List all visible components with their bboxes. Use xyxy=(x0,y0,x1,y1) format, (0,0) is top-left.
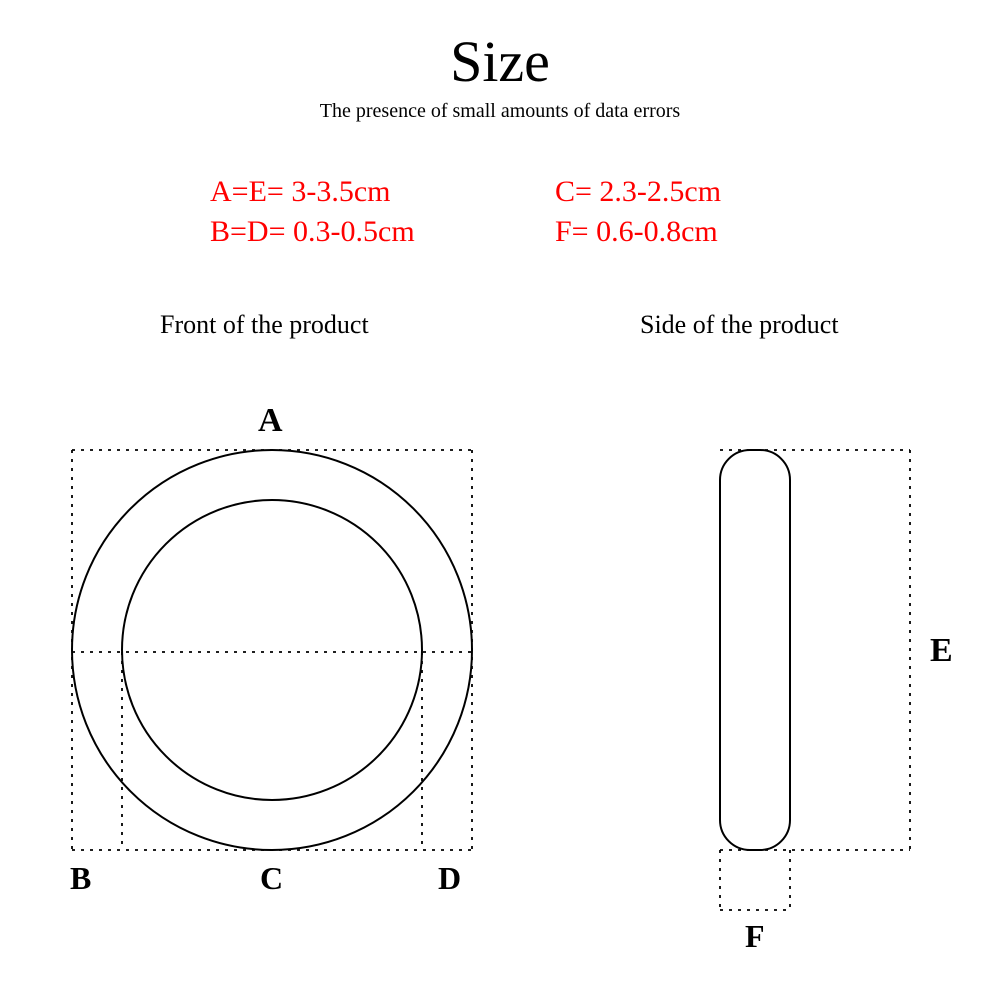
size-diagram-page: Size The presence of small amounts of da… xyxy=(0,0,1000,1000)
dim-label-c: C xyxy=(260,860,283,897)
dim-label-a: A xyxy=(258,402,283,440)
dimension-diagram-svg xyxy=(0,0,1000,1000)
dim-label-d: D xyxy=(438,860,461,897)
dim-label-f: F xyxy=(745,918,765,955)
front-inner-circle xyxy=(122,500,422,800)
front-outer-circle xyxy=(72,450,472,850)
dim-label-e: E xyxy=(930,632,953,670)
side-capsule xyxy=(720,450,790,850)
dim-label-b: B xyxy=(70,860,91,897)
